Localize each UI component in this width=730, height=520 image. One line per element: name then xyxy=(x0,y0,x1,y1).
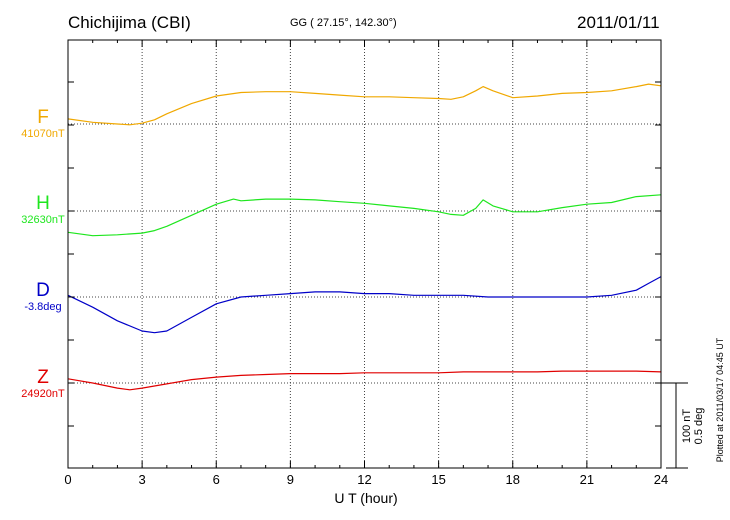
x-tick-label: 9 xyxy=(287,472,294,487)
x-axis-label: U T (hour) xyxy=(334,490,397,506)
component-letter-f: F xyxy=(37,107,49,128)
series-layer xyxy=(67,83,662,391)
x-tick-label: 6 xyxy=(213,472,220,487)
component-label-d: D -3.8deg xyxy=(10,281,76,314)
station-title: Chichijima (CBI) xyxy=(68,13,191,32)
component-label-h: H 32630nT xyxy=(10,194,76,227)
component-label-z: Z 24920nT xyxy=(10,368,76,401)
component-base-z: 24920nT xyxy=(21,388,65,400)
axes xyxy=(67,39,688,469)
component-letter-d: D xyxy=(36,280,50,301)
grid xyxy=(68,40,661,468)
component-base-d: -3.8deg xyxy=(24,301,62,313)
component-base-h: 32630nT xyxy=(21,214,65,226)
component-letter-h: H xyxy=(36,193,50,214)
chart-date: 2011/01/11 xyxy=(577,13,660,32)
series-line-z xyxy=(67,370,662,391)
station-coordinates: GG ( 27.15°, 142.30°) xyxy=(290,17,397,29)
x-tick-label: 3 xyxy=(139,472,146,487)
component-letter-z: Z xyxy=(37,367,49,388)
series-line-d xyxy=(67,276,662,334)
x-tick-label: 18 xyxy=(506,472,520,487)
component-base-f: 41070nT xyxy=(21,128,65,140)
series-line-f xyxy=(67,83,662,126)
x-tick-label: 15 xyxy=(431,472,445,487)
series-line-h xyxy=(67,194,662,237)
plotted-timestamp: Plotted at 2011/03/17 04:45 UT xyxy=(715,337,725,462)
axis-labels: U T (hour) 100 nT 0.5 deg Plotted at 201… xyxy=(64,337,725,506)
x-tick-label: 0 xyxy=(64,472,71,487)
component-label-f: F 41070nT xyxy=(10,108,76,141)
x-tick-label: 12 xyxy=(357,472,371,487)
x-tick-label: 24 xyxy=(654,472,668,487)
scale-bar-deg-label: 0.5 deg xyxy=(693,408,705,445)
scale-bar-nt-label: 100 nT xyxy=(681,409,693,444)
x-tick-label: 21 xyxy=(580,472,594,487)
